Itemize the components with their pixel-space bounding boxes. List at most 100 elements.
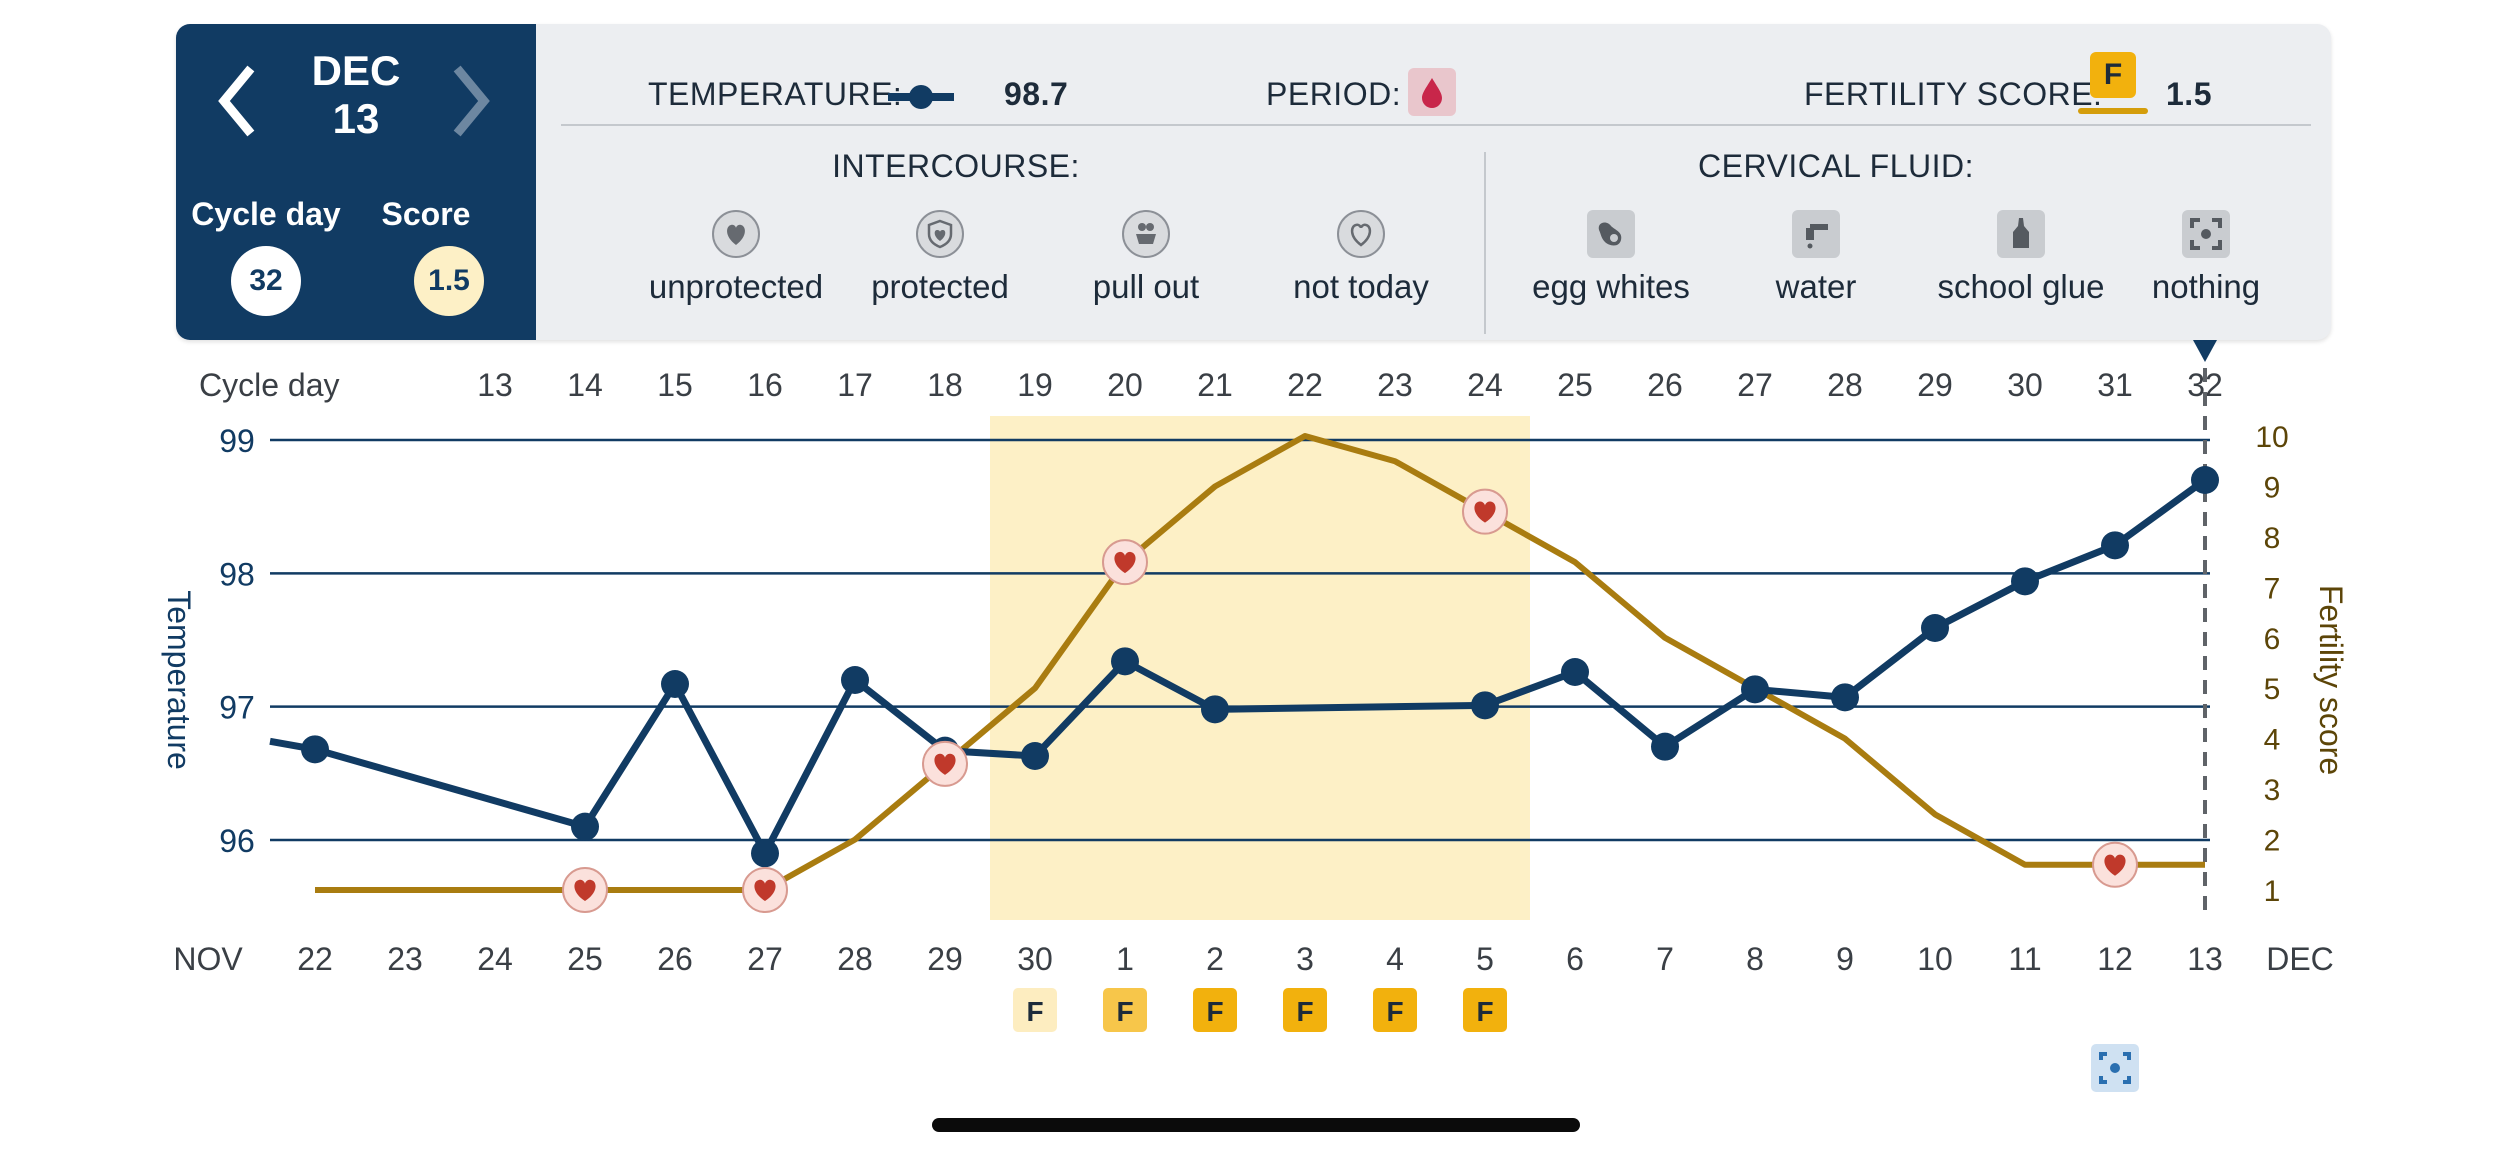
heart-marker-circle: [922, 740, 968, 787]
period-button[interactable]: [1408, 68, 1456, 116]
temperature-point: [1201, 695, 1229, 724]
cervical-option-label: school glue: [1937, 268, 2105, 305]
month-end-label: DEC: [2266, 941, 2334, 977]
score-badge: 1.5: [414, 246, 484, 316]
cervical-option-nothing[interactable]: nothing: [2136, 210, 2276, 306]
date-label: 13: [2187, 941, 2223, 977]
heart-outline-icon: [1337, 210, 1385, 258]
intercourse-heart-marker: [2092, 841, 2138, 888]
intercourse-option-label: unprotected: [648, 268, 824, 305]
temperature-point: [661, 670, 689, 698]
temperature-point: [1741, 675, 1769, 704]
fertility-tick-label: 2: [2264, 825, 2281, 858]
intercourse-option-unprotected[interactable]: unprotected: [636, 210, 836, 306]
month-start-label: NOV: [173, 941, 243, 977]
fertile-window-highlight: [990, 416, 1530, 920]
temperature-point: [2191, 466, 2219, 494]
shield-heart-icon: [916, 210, 964, 258]
temperature-point: [1831, 683, 1859, 712]
section-divider: [1484, 152, 1486, 334]
fertility-underline: [2078, 108, 2148, 114]
fertile-day-badge-label: F: [1206, 996, 1223, 1027]
cycle-day-label: 23: [1377, 367, 1413, 403]
cervical-option-label: water: [1775, 268, 1857, 305]
fertility-tick-label: 5: [2264, 673, 2281, 706]
cervical-option-water[interactable]: water: [1756, 210, 1876, 306]
cervical-option-label: nothing: [2151, 268, 2261, 305]
cervical-option-egg-whites[interactable]: egg whites: [1506, 210, 1716, 306]
temperature-point: [931, 736, 959, 765]
cycle-day-label: 22: [1287, 367, 1323, 403]
fertility-tick-label: 10: [2255, 421, 2288, 454]
date-label: 24: [477, 941, 513, 977]
current-day-marker-triangle: [2193, 340, 2217, 362]
heart-marker-circle: [742, 867, 788, 913]
cervical-option-school-glue[interactable]: school glue: [1911, 210, 2131, 306]
date-label: 25: [567, 941, 603, 977]
fertile-day-badge: [1283, 988, 1327, 1032]
nothing-icon-center: [2110, 1063, 2120, 1073]
fertile-day-badge: [1373, 988, 1417, 1032]
temperature-point: [1921, 614, 1949, 642]
intercourse-option-not-today[interactable]: not today: [1261, 210, 1461, 306]
date-label: 30: [1017, 941, 1053, 977]
intercourse-option-protected[interactable]: protected: [850, 210, 1030, 306]
date-label: 11: [2008, 941, 2041, 977]
egg-whites-icon: [1587, 210, 1635, 258]
heart-marker-circle: [2092, 841, 2138, 888]
nothing-icon: [2182, 210, 2230, 258]
intercourse-heart-marker: [742, 867, 788, 913]
intercourse-option-label: not today: [1293, 268, 1429, 305]
fertility-tick-label: 9: [2264, 471, 2281, 504]
fertility-badge-tab: F: [2078, 52, 2148, 114]
intercourse-title: INTERCOURSE:: [832, 148, 1080, 184]
temperature-tick-label: 98: [219, 556, 255, 592]
date-label: 3: [1296, 941, 1314, 977]
intercourse-option-label: pull out: [1092, 268, 1200, 305]
date-label: 12: [2097, 941, 2133, 977]
temperature-point: [2101, 531, 2129, 560]
heart-icon: [712, 210, 760, 258]
fertile-day-badge: [1193, 988, 1237, 1032]
nothing-icon: [2099, 1052, 2131, 1084]
cycle-day-label: 26: [1647, 367, 1683, 403]
cycle-day-label: 17: [837, 367, 873, 403]
cycle-day-label: 16: [747, 367, 783, 403]
fertility-badge: F: [2090, 52, 2136, 98]
heart-icon: [2104, 854, 2126, 876]
fertility-tick-label: 4: [2264, 724, 2281, 757]
cycle-day-label: Cycle day: [191, 196, 341, 232]
intercourse-heart-marker: [1462, 488, 1508, 535]
next-day-button[interactable]: [442, 56, 502, 146]
heart-icon: [1114, 551, 1136, 574]
pull-out-icon: [1122, 210, 1170, 258]
fertile-day-badge: [1013, 988, 1057, 1032]
cycle-day-label: 21: [1197, 367, 1233, 403]
temperature-value[interactable]: 98.7: [1004, 76, 1069, 112]
temperature-legend-icon: [888, 85, 954, 109]
fertile-day-badge-label: F: [1026, 996, 1043, 1027]
fertility-score-line: [315, 433, 2205, 893]
intercourse-heart-marker: [562, 867, 608, 913]
temperature-point: [751, 839, 779, 868]
selected-month: DEC: [311, 47, 401, 94]
previous-day-button[interactable]: [206, 56, 266, 146]
fertile-day-badge-label: F: [1386, 996, 1403, 1027]
intercourse-option-pull-out[interactable]: pull out: [1056, 210, 1236, 306]
date-label: 26: [657, 941, 693, 977]
cycle-day-badge: 32: [231, 246, 301, 316]
y-axis-right-title: Fertility score: [2313, 585, 2349, 775]
temperature-point: [1021, 742, 1049, 770]
fertility-tick-label: 7: [2264, 572, 2281, 605]
fertile-day-badge: [1463, 988, 1507, 1032]
cycle-day-label: 18: [927, 367, 963, 403]
cervical-fluid-marker: [2091, 1044, 2139, 1092]
home-indicator[interactable]: [932, 1118, 1580, 1132]
cycle-day-label: 28: [1827, 367, 1863, 403]
temperature-line: [269, 477, 2208, 857]
temperature-point: [571, 812, 599, 841]
fertile-day-badge-label: F: [1296, 996, 1313, 1027]
heart-icon: [934, 753, 956, 775]
cycle-day-label: 31: [2097, 367, 2133, 403]
cervical-fluid-title: CERVICAL FLUID:: [1697, 148, 1974, 184]
